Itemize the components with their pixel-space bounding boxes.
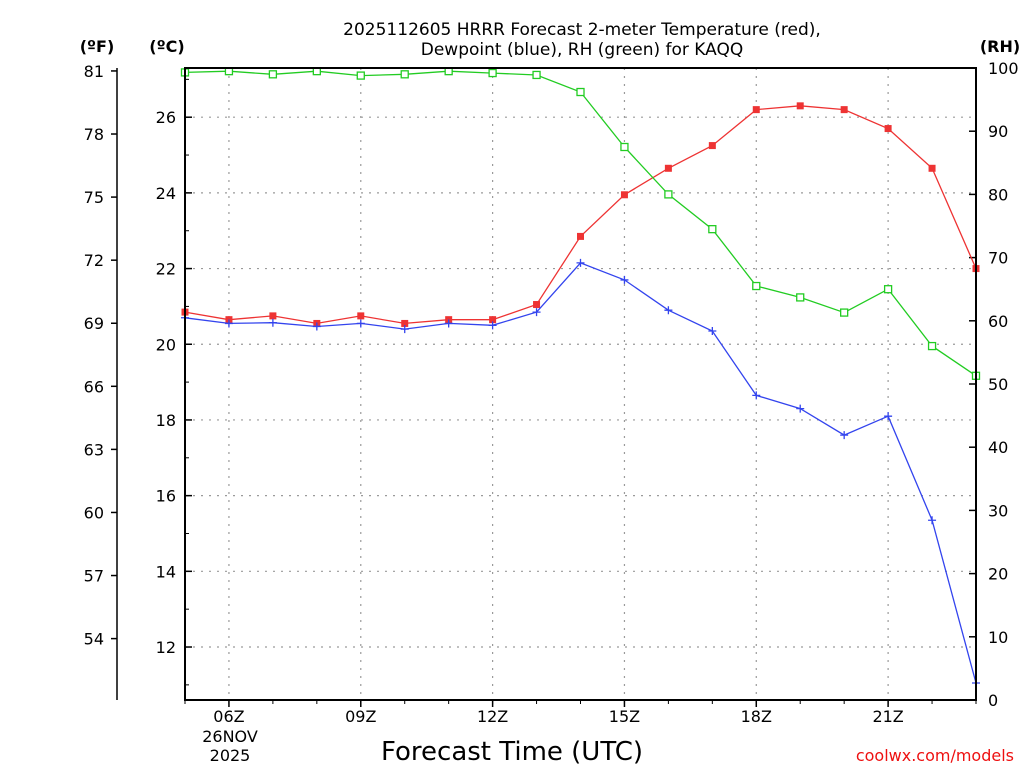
rh-tick-label: 100	[988, 59, 1019, 78]
celsius-tick-label: 12	[156, 638, 176, 657]
dewpoint-point	[532, 308, 541, 317]
temperature-point	[840, 106, 848, 114]
celsius-tick-label: 20	[156, 335, 176, 354]
dewpoint-point	[312, 322, 321, 331]
fahrenheit-tick-label: 75	[84, 188, 104, 207]
temperature-point	[357, 312, 365, 320]
dewpoint-point	[356, 319, 365, 328]
fahrenheit-unit-label: (ºF)	[80, 37, 115, 56]
dewpoint-point	[664, 306, 673, 315]
x-tick-label: 18Z	[741, 707, 772, 726]
dewpoint-point	[620, 275, 629, 284]
dewpoint-point	[444, 319, 453, 328]
celsius-tick-label: 18	[156, 411, 176, 430]
dewpoint-point	[752, 391, 761, 400]
temperature-point	[664, 164, 672, 172]
rh-tick-label: 30	[988, 501, 1008, 520]
fahrenheit-tick-label: 78	[84, 125, 104, 144]
x-axis-title: Forecast Time (UTC)	[381, 737, 643, 767]
rh-point	[927, 341, 937, 351]
temperature-point	[577, 232, 584, 240]
fahrenheit-axis: 54 57 60 63 66 69 72 75 78 81	[84, 62, 117, 649]
x-tick-label: 21Z	[872, 707, 903, 726]
rh-point	[576, 87, 585, 97]
rh-point	[752, 281, 761, 291]
temperature-point	[928, 164, 936, 172]
rh-point	[356, 71, 365, 80]
temperature-point	[752, 106, 760, 114]
fahrenheit-tick-label: 63	[84, 440, 104, 459]
rh-tick-label: 70	[988, 249, 1008, 268]
dewpoint-point	[488, 321, 497, 330]
temperature-point	[269, 312, 277, 320]
rh-point	[664, 190, 673, 199]
temperature-point	[533, 301, 541, 309]
rh-tick-label: 60	[988, 312, 1008, 331]
rh-point	[708, 225, 717, 234]
date-label-year: 2025	[210, 746, 251, 765]
fahrenheit-tick-label: 57	[84, 567, 104, 586]
rh-tick-label: 80	[988, 185, 1008, 204]
chart-title-line-1: 2025112605 HRRR Forecast 2-meter Tempera…	[343, 20, 821, 40]
rh-point	[532, 70, 541, 80]
series-layer	[180, 67, 981, 687]
temperature-point	[708, 142, 716, 150]
x-tick-label: 09Z	[345, 707, 376, 726]
celsius-tick-label: 22	[156, 260, 176, 279]
rh-point	[620, 142, 629, 152]
rh-point	[488, 68, 497, 78]
x-tick-label: 15Z	[609, 707, 640, 726]
dewpoint-point	[576, 258, 585, 267]
rh-tick-label: 50	[988, 375, 1008, 394]
temperature-point	[401, 319, 409, 327]
rh-tick-label: 0	[988, 691, 998, 710]
dewpoint-point	[268, 318, 277, 327]
fahrenheit-tick-label: 66	[84, 377, 104, 396]
temperature-point	[620, 191, 628, 199]
temperature-point	[796, 102, 804, 110]
dewpoint-point	[400, 325, 409, 334]
rh-tick-label: 40	[988, 438, 1008, 457]
rh-point	[796, 293, 805, 302]
fahrenheit-tick-label: 69	[84, 314, 104, 333]
rh-tick-label: 20	[988, 565, 1008, 584]
rh-tick-label: 10	[988, 628, 1008, 647]
celsius-axis: 12 14 16 18 20 22 24 26	[156, 78, 192, 686]
temperature-line	[184, 105, 977, 325]
dewpoint-line	[184, 262, 977, 684]
x-tick-label: 06Z	[213, 707, 244, 726]
fahrenheit-tick-label: 72	[84, 251, 104, 270]
rh-point	[268, 70, 278, 79]
credit-text: coolwx.com/models	[856, 746, 1014, 765]
celsius-tick-label: 24	[156, 184, 176, 203]
fahrenheit-tick-label: 60	[84, 503, 104, 522]
x-tick-label: 12Z	[477, 707, 508, 726]
dewpoint-point	[928, 516, 937, 525]
fahrenheit-tick-label: 81	[84, 62, 104, 81]
dewpoint-point	[840, 431, 849, 440]
rh-tick-label: 90	[988, 122, 1008, 141]
plot-frame	[184, 67, 977, 701]
rh-unit-label: (RH)	[980, 37, 1020, 56]
celsius-tick-label: 16	[156, 487, 176, 506]
celsius-tick-label: 26	[156, 108, 176, 127]
temperature-point	[489, 316, 497, 324]
temperature-point	[884, 125, 892, 133]
rh-point	[400, 70, 409, 79]
fahrenheit-tick-label: 54	[84, 630, 104, 649]
dewpoint-point	[224, 319, 233, 328]
dewpoint-point	[708, 327, 717, 336]
time-axis: 06Z 09Z 12Z 15Z 18Z 21Z	[184, 700, 977, 726]
dewpoint-point	[884, 412, 893, 421]
chart-title-line-2: Dewpoint (blue), RH (green) for KAQQ	[421, 40, 744, 60]
date-label-day: 26NOV	[202, 727, 258, 746]
rh-point	[840, 308, 849, 317]
rh-point	[883, 285, 893, 294]
dewpoint-point	[796, 404, 805, 413]
celsius-unit-label: (ºC)	[149, 37, 184, 56]
grid	[185, 68, 976, 700]
celsius-tick-label: 14	[156, 562, 176, 581]
rh-axis: 0 10 20 30 40 50 60 70 80 90 100	[969, 59, 1019, 710]
